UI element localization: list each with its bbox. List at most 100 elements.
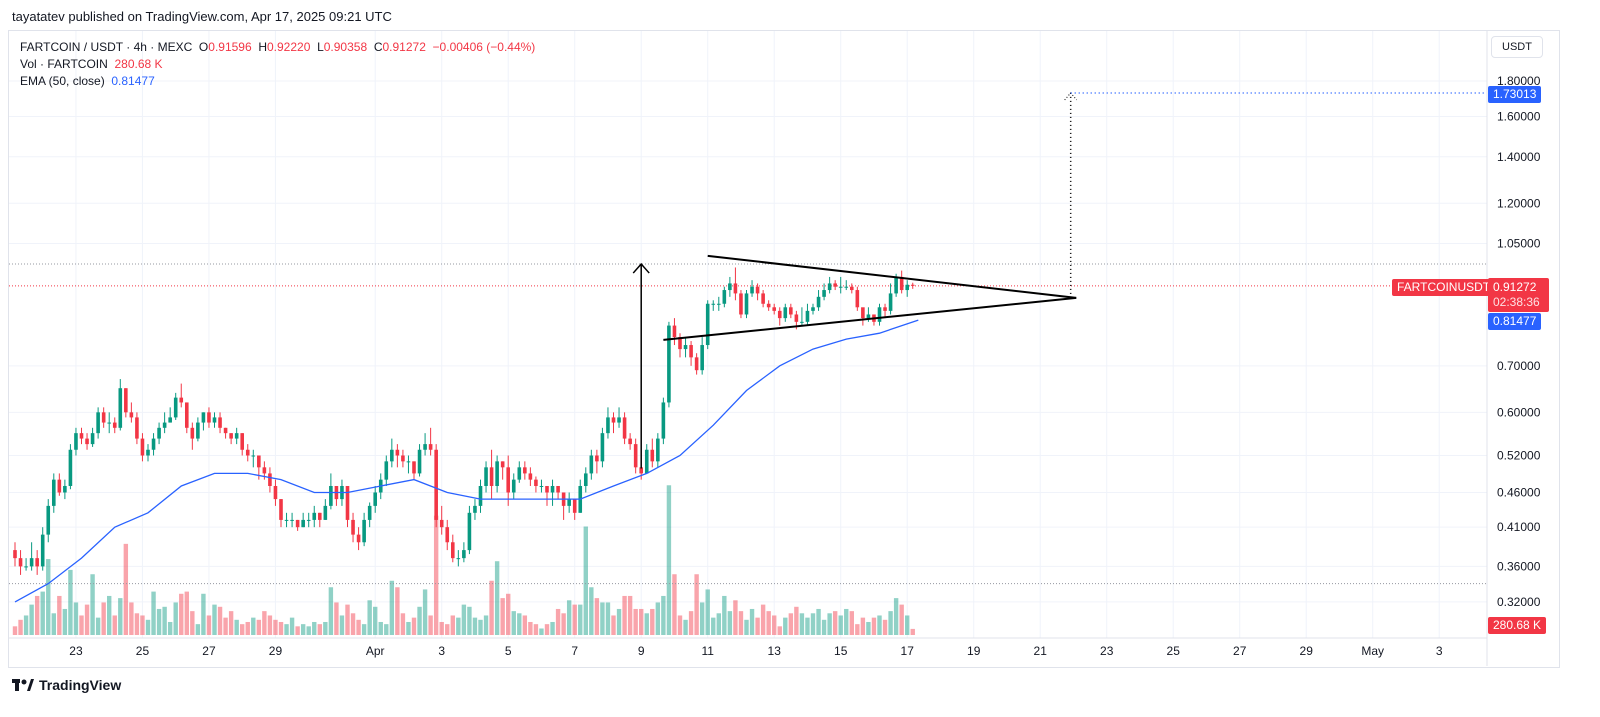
candle-body	[644, 449, 649, 474]
candle-body	[861, 307, 865, 319]
volume-bar	[195, 624, 201, 635]
volume-bar	[910, 628, 915, 635]
price-axis[interactable]: 1.80000 1.60000 1.40000 1.20000 1.05000 0.700…	[1497, 74, 1541, 609]
candle-body	[910, 284, 915, 286]
volume-bar	[179, 593, 184, 635]
volume-bar	[716, 613, 721, 635]
volume-bar	[73, 602, 79, 635]
volume-bar	[68, 569, 73, 635]
candle-body	[711, 303, 716, 305]
candle-body	[140, 438, 145, 456]
volume-bar	[289, 617, 295, 635]
volume-bar	[212, 604, 217, 635]
price-tick-label: 1.05000	[1497, 237, 1541, 251]
candle-body	[511, 479, 516, 493]
volume-bar	[760, 604, 766, 635]
price-tick-label: 0.36000	[1497, 559, 1541, 573]
candle-body	[450, 542, 455, 559]
volume-bar	[367, 600, 372, 635]
candle-body	[783, 307, 788, 319]
candle-body	[633, 444, 638, 468]
candle-body	[428, 444, 433, 450]
candle-body	[761, 293, 765, 304]
volume-bar	[95, 617, 101, 635]
candle-body	[35, 558, 39, 567]
candle-body	[528, 473, 533, 480]
volume-bar	[683, 619, 688, 635]
volume-bar	[489, 580, 494, 635]
volume-bar	[151, 591, 156, 635]
volume-bar	[57, 595, 62, 635]
volume-bar	[888, 611, 893, 635]
volume-bar	[777, 626, 782, 635]
candle-body	[777, 310, 782, 319]
close-label: C	[373, 40, 383, 54]
time-tick-label: 9	[638, 644, 645, 658]
time-tick-label: 27	[202, 644, 216, 658]
currency-button[interactable]: USDT	[1491, 36, 1543, 58]
candle-body	[173, 397, 178, 418]
volume-bar	[29, 604, 34, 635]
volume-bar	[766, 611, 771, 635]
candle-body	[827, 283, 832, 291]
candle-body	[279, 499, 283, 520]
candle-body	[877, 307, 882, 322]
candle-body	[13, 550, 17, 559]
volume-bar	[361, 624, 367, 635]
time-tick-label: Apr	[366, 644, 385, 658]
candle-body	[29, 558, 34, 567]
candle-body	[223, 427, 228, 434]
volume-label[interactable]: Vol · FARTCOIN	[20, 57, 108, 71]
volume-bar	[140, 615, 145, 635]
change-value: −0.00406 (−0.44%)	[432, 40, 536, 54]
volume-bar	[821, 619, 827, 635]
candle-body	[46, 505, 51, 535]
candle-body	[290, 519, 294, 521]
volume-bar	[23, 615, 29, 635]
volume-bar	[733, 600, 738, 635]
volume-bar	[167, 621, 173, 635]
volume-bar	[323, 621, 328, 635]
candle-body	[539, 485, 544, 487]
candle-body	[811, 307, 815, 311]
candle-body	[257, 455, 261, 468]
volume-bar	[633, 608, 638, 635]
volume-bar	[655, 602, 661, 635]
chart-frame	[8, 30, 1560, 668]
candle-body	[306, 519, 311, 521]
candle-body	[689, 345, 693, 358]
volume-bar	[46, 559, 51, 635]
candle-body	[722, 290, 727, 304]
time-axis[interactable]: 23 25 27 29 Apr 3 5 7 9 11 13 15 17 19 21 23 25 27 29 May 3	[69, 644, 1443, 658]
candle-body	[583, 473, 588, 486]
volume-bar	[101, 602, 106, 635]
candle-body	[323, 505, 328, 520]
volume-bar	[190, 611, 195, 635]
volume-bars	[12, 485, 915, 635]
candle-body	[755, 286, 760, 294]
ema-label[interactable]: EMA (50, close)	[20, 74, 105, 88]
volume-bar	[572, 604, 577, 635]
candle-body	[611, 417, 616, 423]
volume-bar	[561, 613, 566, 635]
volume-bar	[727, 611, 733, 635]
candle-body	[888, 293, 893, 311]
price-tick-label: 0.52000	[1497, 449, 1541, 463]
candle-body	[245, 449, 250, 456]
volume-bar	[201, 593, 206, 635]
candle-body	[384, 461, 389, 480]
legend-symbol[interactable]: FARTCOIN / USDT · 4h · MEXC	[20, 40, 193, 54]
volume-bar	[893, 598, 899, 635]
volume-bar	[84, 604, 90, 635]
legend-volume: Vol · FARTCOIN 280.68 K	[20, 56, 535, 73]
volume-bar	[300, 624, 306, 635]
volume-bar	[118, 598, 123, 635]
tradingview-logo[interactable]: TradingView	[12, 677, 121, 693]
volume-bar	[156, 608, 162, 635]
candle-body	[135, 417, 139, 439]
volume-bar	[738, 611, 744, 635]
volume-bar	[744, 619, 749, 635]
volume-bar	[711, 617, 716, 635]
low-label: L	[317, 40, 324, 54]
